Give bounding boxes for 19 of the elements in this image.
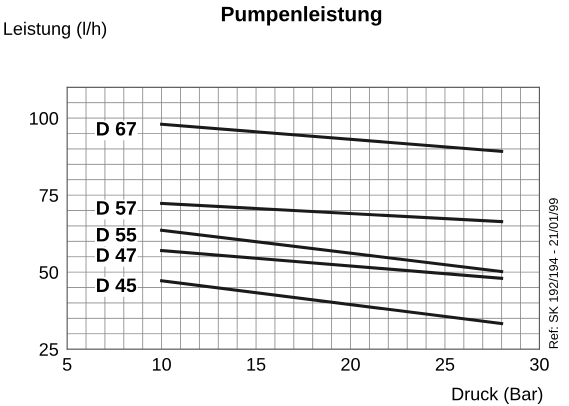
y-tick-label: 50: [39, 266, 58, 279]
x-tick-label: 5: [62, 358, 72, 371]
series-label: D 47: [97, 248, 136, 262]
y-tick-label: 100: [30, 112, 58, 125]
series-label: D 45: [97, 278, 136, 292]
series-label: D 55: [97, 228, 136, 242]
y-axis-title: Leistung (l/h): [4, 22, 106, 39]
x-tick-label: 15: [247, 358, 266, 371]
series-label: D 57: [97, 201, 136, 215]
x-tick-label: 20: [341, 358, 360, 371]
y-tick-label: 75: [40, 189, 58, 202]
y-tick-label: 25: [40, 343, 58, 356]
x-tick-label: 25: [436, 358, 454, 371]
x-tick-label: 10: [152, 358, 171, 371]
x-tick-label: 30: [530, 358, 549, 371]
text: Ref: SK 192/194 - 21/01/99: [548, 198, 558, 348]
x-axis-title: Druck (Bar): [452, 387, 542, 404]
chart-title: Pumpenleistung: [222, 6, 382, 26]
series-label: D 67: [97, 122, 136, 136]
